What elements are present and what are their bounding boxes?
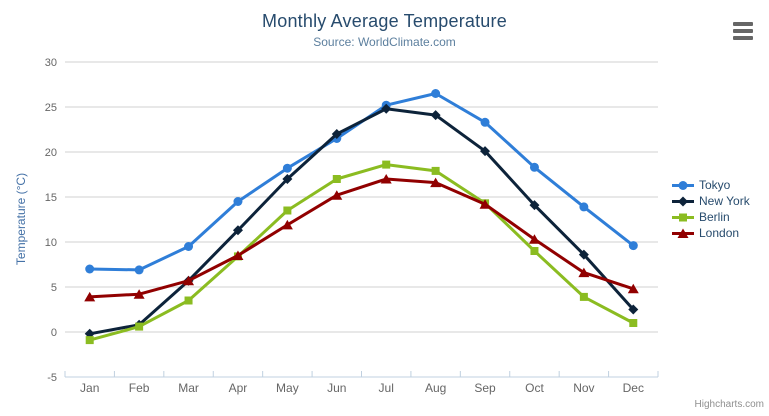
y-axis-label: 20 (45, 147, 57, 159)
data-point[interactable] (480, 117, 490, 127)
x-axis-label: Feb (129, 381, 150, 395)
x-axis-label: Apr (229, 381, 248, 395)
x-axis-label: Nov (573, 381, 594, 395)
y-axis-label: 15 (45, 192, 57, 204)
data-point[interactable] (281, 219, 293, 230)
data-point (678, 180, 688, 190)
hamburger-bar (733, 36, 753, 40)
hamburger-bar (733, 29, 753, 33)
data-point (677, 228, 689, 238)
x-axis-label: Jul (379, 381, 394, 395)
legend-item-london[interactable]: London (671, 225, 750, 241)
chart-subtitle: Source: WorldClimate.com (313, 35, 456, 49)
data-point[interactable] (430, 177, 442, 188)
data-point[interactable] (479, 199, 491, 209)
data-point (679, 213, 687, 221)
data-point[interactable] (232, 250, 244, 261)
data-point[interactable] (528, 234, 540, 244)
data-point[interactable] (331, 129, 342, 139)
legend-label: London (699, 226, 740, 240)
data-point[interactable] (283, 206, 292, 215)
data-point[interactable] (431, 166, 440, 175)
x-axis-labels: Jan Feb Mar Apr May Jun Jul Aug Sep Oct Nov Dec (80, 381, 644, 395)
data-point[interactable] (183, 275, 195, 286)
legend-label: Berlin (699, 210, 730, 224)
diamond-marker-icon (672, 196, 694, 206)
data-point[interactable] (232, 225, 243, 236)
data-point[interactable] (381, 103, 392, 114)
data-point[interactable] (578, 267, 590, 278)
data-point[interactable] (629, 319, 638, 327)
x-axis-label: May (276, 381, 299, 395)
x-axis-label: Aug (425, 381, 446, 395)
legend-label: Tokyo (699, 178, 731, 192)
highcharts-credit-link[interactable]: Highcharts.com (694, 399, 764, 410)
y-axis-label: 0 (51, 327, 57, 339)
data-point[interactable] (628, 304, 639, 315)
data-point[interactable] (282, 174, 293, 184)
data-point[interactable] (85, 264, 95, 274)
series-line-london[interactable] (88, 177, 635, 299)
data-point[interactable] (331, 190, 343, 200)
data-point[interactable] (84, 291, 96, 302)
y-axis-label: -5 (47, 372, 57, 384)
data-point[interactable] (431, 89, 441, 98)
y-axis-label: 25 (45, 102, 57, 114)
data-point[interactable] (380, 174, 392, 184)
chart-title: Monthly Average Temperature (262, 11, 507, 31)
series-tokyo[interactable] (85, 89, 638, 275)
data-point[interactable] (529, 200, 540, 211)
data-point[interactable] (579, 202, 589, 212)
series-line-berlin[interactable] (88, 163, 635, 342)
legend-item-tokyo[interactable]: Tokyo (671, 177, 750, 193)
data-point[interactable] (628, 241, 638, 251)
data-point[interactable] (332, 175, 341, 183)
data-point[interactable] (529, 162, 539, 172)
data-point[interactable] (184, 296, 193, 305)
data-point[interactable] (184, 242, 194, 251)
x-axis-label: Oct (525, 381, 544, 395)
data-point[interactable] (85, 336, 94, 345)
legend-label: New York (699, 194, 750, 208)
legend-item-berlin[interactable]: Berlin (671, 209, 750, 225)
data-point[interactable] (133, 289, 145, 299)
series-london[interactable] (84, 174, 639, 302)
data-point[interactable] (627, 283, 639, 294)
x-axis (64, 371, 659, 378)
square-marker-icon (672, 213, 694, 221)
data-point[interactable] (579, 292, 588, 301)
data-point[interactable] (282, 163, 292, 173)
context-menu-button[interactable] (731, 20, 755, 42)
data-point[interactable] (135, 322, 144, 331)
data-point[interactable] (530, 247, 539, 255)
data-point[interactable] (430, 110, 441, 121)
x-axis-label: Dec (623, 381, 644, 395)
data-point (678, 196, 688, 206)
x-axis-label: Jan (80, 381, 99, 395)
triangle-marker-icon (672, 228, 694, 238)
legend: Tokyo New York Berlin London (671, 177, 750, 241)
x-axis-label: Mar (178, 381, 199, 395)
y-axis-label: 10 (45, 237, 57, 249)
x-axis-label: Jun (327, 381, 346, 395)
data-point[interactable] (382, 160, 391, 169)
legend-item-new-york[interactable]: New York (671, 193, 750, 209)
y-axis-title: Temperature (°C) (14, 172, 28, 266)
data-point[interactable] (233, 197, 243, 206)
y-axis-label: 5 (51, 282, 57, 294)
data-point[interactable] (480, 146, 491, 157)
data-point[interactable] (578, 249, 589, 260)
data-point[interactable] (134, 265, 144, 275)
series-line-new-york[interactable] (88, 107, 635, 336)
x-axis-label: Sep (474, 381, 496, 395)
y-axis-label: 30 (45, 57, 57, 69)
series-new-york[interactable] (84, 103, 639, 339)
circle-marker-icon (672, 180, 694, 190)
y-axis-labels: -5 0 5 10 15 20 25 30 (45, 57, 57, 384)
hamburger-bar (733, 22, 753, 26)
